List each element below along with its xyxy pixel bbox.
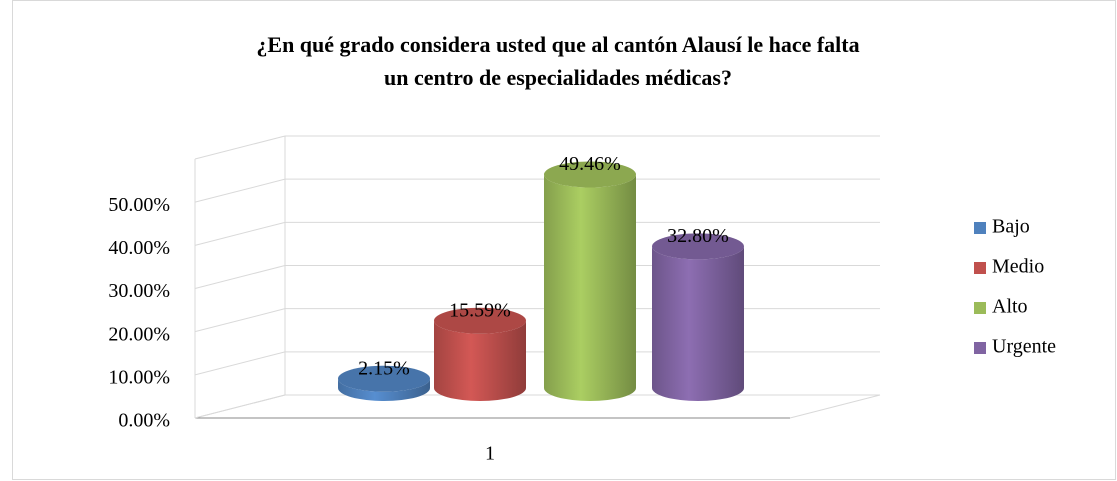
bar bbox=[338, 378, 430, 401]
bar-top bbox=[544, 161, 636, 188]
floor-edge bbox=[789, 394, 881, 419]
legend-swatch bbox=[974, 342, 986, 354]
legend-label: Alto bbox=[992, 296, 1028, 318]
y-tick-label: 50.00% bbox=[108, 194, 170, 216]
y-tick-label: 40.00% bbox=[108, 237, 170, 259]
chart-title-line: ¿En qué grado considera usted que al can… bbox=[256, 32, 859, 90]
bar bbox=[434, 320, 526, 401]
grid-line bbox=[194, 394, 286, 419]
y-tick-label: 10.00% bbox=[108, 366, 170, 388]
value-label: 2.15% bbox=[358, 357, 410, 379]
grid-line bbox=[194, 351, 286, 376]
bar-top bbox=[434, 307, 526, 334]
legend-swatch bbox=[974, 222, 986, 234]
title-part: un centro de especialidades médicas? bbox=[384, 65, 732, 90]
bar-top bbox=[338, 365, 430, 392]
grid-line bbox=[194, 221, 286, 246]
legend-label: Urgente bbox=[992, 336, 1056, 358]
bar bbox=[544, 174, 636, 401]
y-tick-label: 30.00% bbox=[108, 280, 170, 302]
y-tick-label: 20.00% bbox=[108, 323, 170, 345]
grid-line bbox=[194, 178, 286, 203]
value-label: 32.80% bbox=[667, 225, 729, 247]
grid-line bbox=[194, 135, 286, 160]
bar-top bbox=[652, 233, 744, 260]
bar bbox=[652, 246, 744, 401]
legend-label: Bajo bbox=[992, 216, 1030, 238]
legend-label: Medio bbox=[992, 256, 1044, 278]
legend-swatch bbox=[974, 302, 986, 314]
value-label: 15.59% bbox=[449, 299, 511, 321]
y-tick-label: 0.00% bbox=[118, 410, 170, 432]
x-tick-label: 1 bbox=[485, 443, 495, 465]
grid-line bbox=[194, 308, 286, 333]
legend-swatch bbox=[974, 262, 986, 274]
value-label: 49.46% bbox=[559, 153, 621, 175]
title-part: ¿En qué grado considera usted que al can… bbox=[256, 32, 859, 57]
grid-line bbox=[194, 265, 286, 289]
